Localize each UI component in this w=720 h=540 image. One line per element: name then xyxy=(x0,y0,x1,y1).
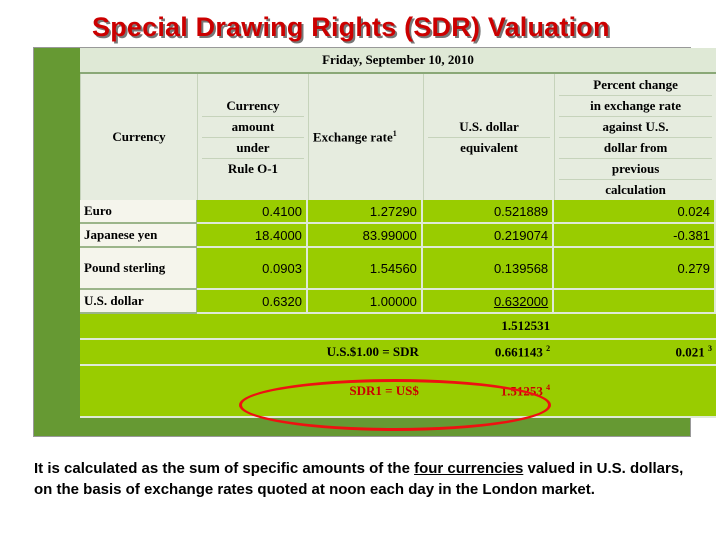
four-currencies-link[interactable]: four currencies xyxy=(414,460,524,477)
header-amount-line: Currency xyxy=(202,96,304,117)
usd-sdr-value-cell: 0.661143 2 xyxy=(422,340,555,366)
table-row: U.S. dollar 0.6320 1.00000 0.632000 xyxy=(80,290,716,314)
table-row: Euro 0.4100 1.27290 0.521889 0.024 xyxy=(80,200,716,224)
row-amount: 0.4100 xyxy=(197,200,308,224)
row-amount: 18.4000 xyxy=(197,224,308,248)
header-pct-line: against U.S. xyxy=(559,117,712,138)
caption-text-after: valued in U.S. dollars, on the basis of … xyxy=(34,460,684,498)
total-row: 1.512531 xyxy=(80,314,716,340)
row-pct xyxy=(554,290,716,314)
table-row: Japanese yen 18.4000 83.99000 0.219074 -… xyxy=(80,224,716,248)
row-usd: 0.632000 xyxy=(422,290,555,314)
header-usd: U.S. dollar equivalent xyxy=(422,74,555,200)
row-currency: Japanese yen xyxy=(80,224,198,248)
row-amount: 0.0903 xyxy=(197,248,308,290)
row-usd: 0.139568 xyxy=(422,248,555,290)
header-pct-line: in exchange rate xyxy=(559,96,712,117)
usd-sdr-pct-cell: 0.021 3 xyxy=(554,340,716,366)
usd-sdr-row: U.S.$1.00 = SDR 0.661143 2 0.021 3 xyxy=(80,340,716,366)
usd-sdr-label: U.S.$1.00 = SDR xyxy=(80,340,423,366)
sdr-valuation-table: Friday, September 10, 2010 Currency Curr… xyxy=(80,48,716,418)
header-usd-line: equivalent xyxy=(460,139,518,155)
table-date: Friday, September 10, 2010 xyxy=(80,48,716,74)
row-currency: Euro xyxy=(80,200,198,224)
header-pct-line: calculation xyxy=(605,181,666,197)
usd-sdr-value: 0.661143 xyxy=(494,344,543,360)
row-pct: 0.279 xyxy=(554,248,716,290)
total-value: 1.512531 xyxy=(80,314,555,340)
header-rate-footnote: 1 xyxy=(392,128,397,138)
row-rate: 1.54560 xyxy=(307,248,423,290)
highlight-ellipse xyxy=(239,379,551,431)
header-amount-line: under xyxy=(202,138,304,159)
usd-sdr-footnote: 2 xyxy=(546,343,551,353)
row-usd: 0.521889 xyxy=(422,200,555,224)
row-rate: 83.99000 xyxy=(307,224,423,248)
header-amount-line: amount xyxy=(202,117,304,138)
header-currency-label: Currency xyxy=(112,129,166,144)
row-currency: Pound sterling xyxy=(80,248,198,290)
caption: It is calculated as the sum of specific … xyxy=(34,458,704,500)
row-pct: 0.024 xyxy=(554,200,716,224)
usd-sdr-pct-footnote: 3 xyxy=(708,343,712,353)
header-rate: Exchange rate1 xyxy=(307,74,423,200)
sdr-usd-footnote: 4 xyxy=(546,382,551,392)
table-row: Pound sterling 0.0903 1.54560 0.139568 0… xyxy=(80,248,716,290)
header-pct-line: previous xyxy=(559,159,712,180)
row-rate: 1.27290 xyxy=(307,200,423,224)
header-usd-line: U.S. dollar xyxy=(427,117,551,138)
header-pct-line: Percent change xyxy=(559,75,712,96)
header-currency: Currency xyxy=(80,74,198,200)
row-usd: 0.219074 xyxy=(422,224,555,248)
header-amount: Currency amount under Rule O-1 xyxy=(197,74,308,200)
row-amount: 0.6320 xyxy=(197,290,308,314)
table-frame: Friday, September 10, 2010 Currency Curr… xyxy=(33,47,716,437)
header-pct: Percent change in exchange rate against … xyxy=(554,74,716,200)
row-pct: -0.381 xyxy=(554,224,716,248)
header-pct-line: dollar from xyxy=(559,138,712,159)
row-rate: 1.00000 xyxy=(307,290,423,314)
slide-title: Special Drawing Rights (SDR) Valuation xyxy=(92,12,610,42)
row-currency: U.S. dollar xyxy=(80,290,198,314)
usd-sdr-pct: 0.021 xyxy=(675,344,705,360)
header-amount-line: Rule O-1 xyxy=(227,160,279,176)
header-rate-label: Exchange rate xyxy=(312,129,393,145)
caption-text-before: It is calculated as the sum of specific … xyxy=(34,460,415,477)
